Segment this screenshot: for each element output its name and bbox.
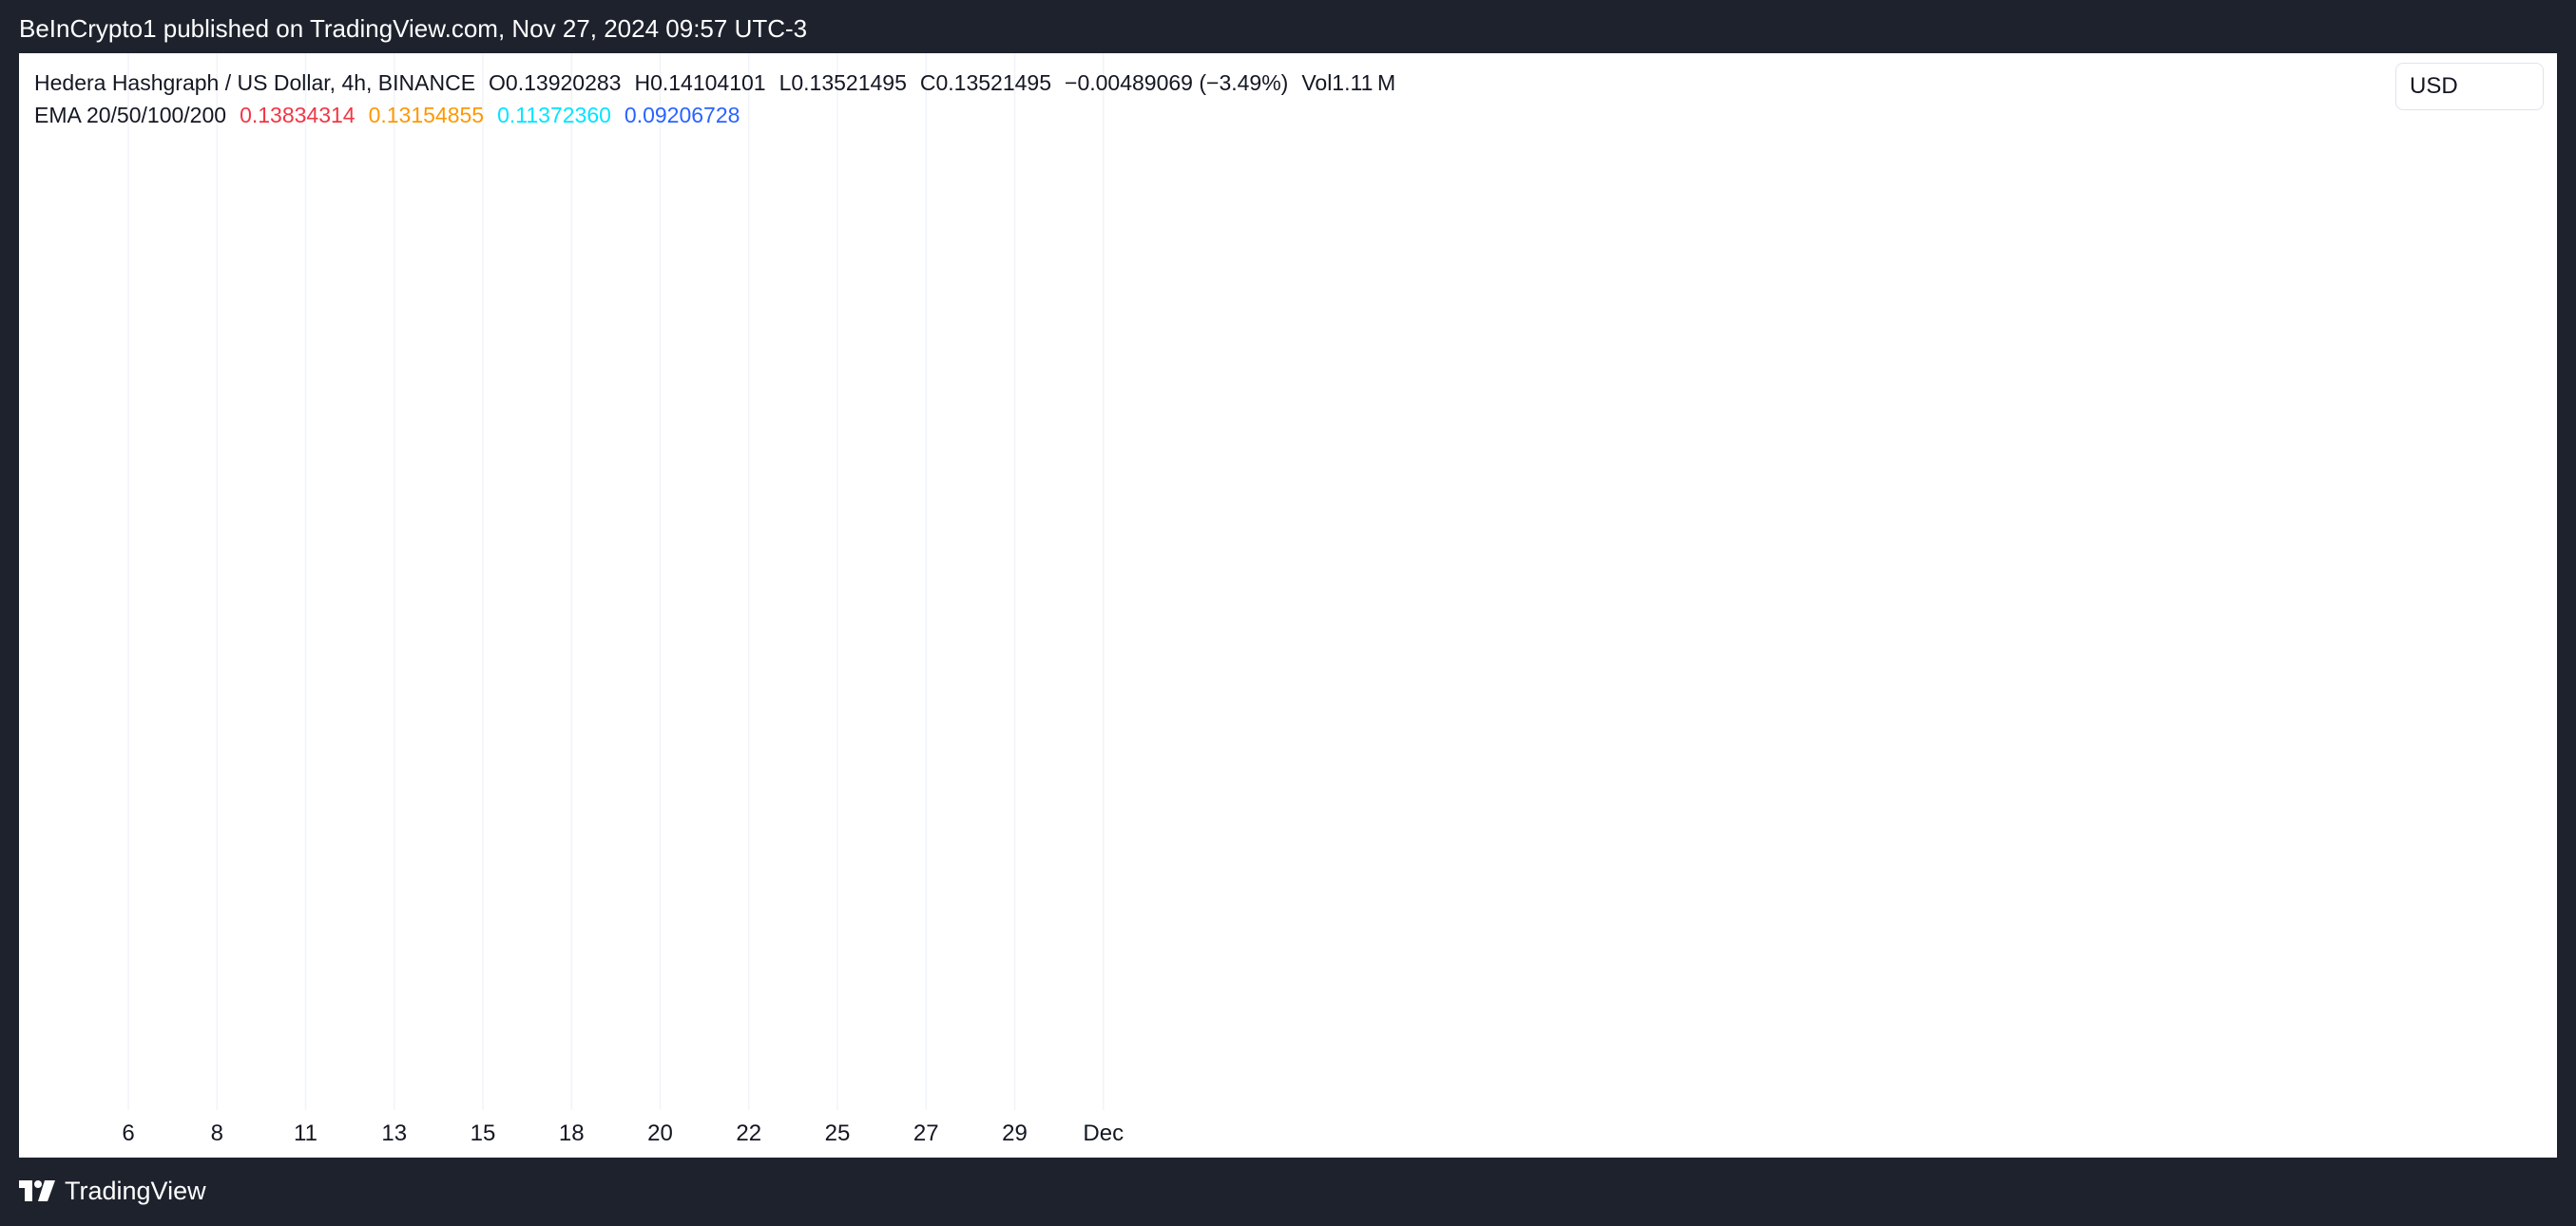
ema200-value: 0.09206728 [624, 103, 740, 127]
ema50-value: 0.13154855 [368, 103, 485, 127]
chart-panel[interactable]: 0.180000000.140000000.120000000.10500000… [19, 53, 2557, 1158]
tradingview-logo[interactable]: TradingView [19, 1176, 206, 1206]
ohlc-row: Hedera Hashgraph / US Dollar, 4h, BINANC… [34, 67, 1395, 99]
chart-grid [127, 53, 1105, 1110]
currency-button[interactable]: USD [2395, 63, 2544, 110]
time-tick-label: 29 [1002, 1121, 1028, 1146]
symbol-title[interactable]: Hedera Hashgraph / US Dollar, 4h, BINANC… [34, 70, 476, 95]
time-tick-label: 20 [647, 1121, 673, 1146]
high-value: H0.14104101 [634, 70, 766, 95]
volume-value: Vol1.11 M [1301, 70, 1396, 95]
time-tick-label: 6 [122, 1121, 134, 1146]
price-chart[interactable]: 0.180000000.140000000.120000000.10500000… [19, 53, 2557, 1158]
footer-bar: TradingView [0, 1158, 2576, 1226]
time-tick-label: Dec [1083, 1121, 1124, 1146]
tradingview-logo-icon [19, 1180, 55, 1201]
time-tick-label: 18 [559, 1121, 585, 1146]
time-tick-label: 13 [381, 1121, 407, 1146]
ema-row: EMA 20/50/100/200 0.13834314 0.13154855 … [34, 99, 1395, 131]
time-tick-label: 27 [913, 1121, 939, 1146]
ema100-value: 0.11372360 [497, 103, 611, 127]
publish-info: BeInCrypto1 published on TradingView.com… [19, 14, 808, 43]
publish-bar: BeInCrypto1 published on TradingView.com… [0, 0, 2576, 53]
open-value: O0.13920283 [489, 70, 622, 95]
change-value: −0.00489069 (−3.49%) [1065, 70, 1289, 95]
time-tick-label: 15 [471, 1121, 496, 1146]
time-axis: 6 8 11 13 15 18 20 22 25 27 29 Dec [122, 1121, 1124, 1146]
close-value: C0.13521495 [919, 70, 1052, 95]
time-tick-label: 25 [825, 1121, 851, 1146]
tradingview-wordmark: TradingView [65, 1176, 206, 1205]
low-value: L0.13521495 [779, 70, 907, 95]
time-tick-label: 8 [211, 1121, 223, 1146]
time-tick-label: 22 [736, 1121, 761, 1146]
time-tick-label: 11 [294, 1121, 317, 1146]
ema20-value: 0.13834314 [240, 103, 356, 127]
chart-legend: Hedera Hashgraph / US Dollar, 4h, BINANC… [34, 67, 1395, 131]
ema-indicator-label[interactable]: EMA 20/50/100/200 [34, 103, 227, 127]
